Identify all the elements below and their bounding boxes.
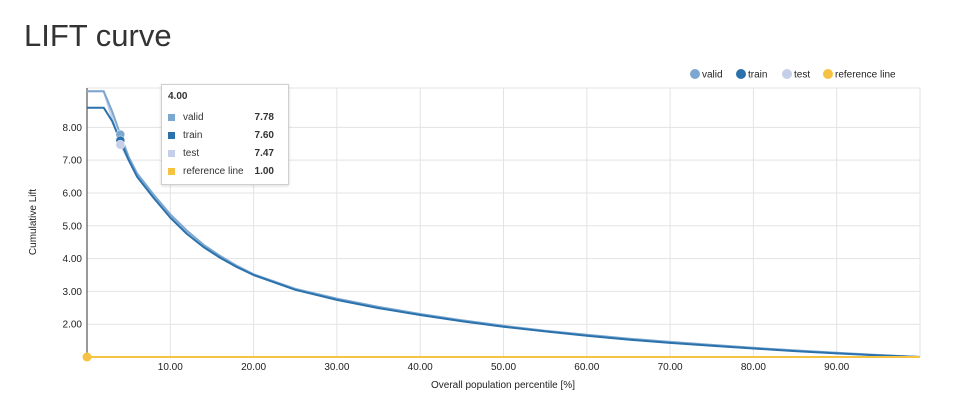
y-tick-label: 5.00 bbox=[63, 221, 83, 232]
legend-item-valid[interactable]: valid bbox=[690, 69, 723, 81]
tooltip-series-value: 7.60 bbox=[254, 129, 274, 141]
x-tick-label: 30.00 bbox=[324, 362, 349, 373]
y-axis-label: Cumulative Lift bbox=[28, 189, 39, 255]
legend[interactable]: valid train test reference line bbox=[690, 69, 896, 81]
legend-swatch bbox=[736, 69, 746, 79]
series-line-train bbox=[87, 106, 921, 358]
y-tick-label: 6.00 bbox=[63, 188, 83, 199]
legend-label: reference line bbox=[835, 70, 896, 81]
x-tick-label: 20.00 bbox=[241, 362, 266, 373]
y-tick-label: 7.00 bbox=[63, 156, 83, 167]
tooltip-series-name: valid bbox=[183, 111, 204, 123]
tooltip-swatch bbox=[168, 131, 175, 139]
legend-label: valid bbox=[702, 70, 723, 81]
tooltip: 4.00 valid 7.78 train 7.60 test 7.47 reference… bbox=[161, 84, 289, 185]
tooltip-series-value: 7.47 bbox=[254, 147, 274, 159]
tooltip-swatch bbox=[168, 167, 175, 175]
tooltip-series-name: train bbox=[183, 129, 203, 141]
tooltip-row: test 7.47 bbox=[162, 144, 288, 162]
x-tick-label: 60.00 bbox=[574, 362, 599, 373]
legend-swatch bbox=[690, 69, 700, 79]
page-title: LIFT curve bbox=[24, 18, 172, 53]
tooltip-series-name: test bbox=[183, 147, 200, 159]
x-axis-label: Overall population percentile [%] bbox=[431, 380, 575, 391]
axes: 10.00 20.00 30.00 40.00 50.00 60.00 70.00 80.00… bbox=[63, 88, 920, 373]
tooltip-row: reference line 1.00 bbox=[162, 162, 288, 180]
hover-point-test bbox=[115, 140, 126, 150]
legend-item-reference-line[interactable]: reference line bbox=[823, 69, 896, 81]
x-tick-label: 90.00 bbox=[824, 362, 849, 373]
tooltip-series-value: 7.78 bbox=[254, 111, 274, 123]
series-lines bbox=[87, 90, 921, 358]
tooltip-series-value: 1.00 bbox=[254, 165, 274, 177]
reference-marker bbox=[82, 352, 92, 362]
legend-label: train bbox=[748, 70, 767, 81]
tooltip-series-name: reference line bbox=[183, 165, 244, 177]
legend-swatch bbox=[782, 69, 792, 79]
tooltip-row: valid 7.78 bbox=[162, 108, 288, 126]
y-tick-label: 3.00 bbox=[63, 287, 83, 298]
y-tick-label: 8.00 bbox=[63, 123, 83, 134]
x-tick-label: 10.00 bbox=[158, 362, 183, 373]
hover-markers bbox=[82, 129, 126, 362]
y-tick-label: 2.00 bbox=[63, 320, 83, 331]
legend-swatch bbox=[823, 69, 833, 79]
y-tick-label: 4.00 bbox=[63, 254, 83, 265]
tooltip-swatch bbox=[168, 113, 175, 121]
x-tick-label: 50.00 bbox=[491, 362, 516, 373]
tooltip-rows: valid 7.78 train 7.60 test 7.47 reference line… bbox=[162, 108, 288, 180]
tooltip-row: train 7.60 bbox=[162, 126, 288, 144]
tooltip-swatch bbox=[168, 149, 175, 157]
legend-item-test[interactable]: test bbox=[782, 69, 810, 81]
x-tick-label: 70.00 bbox=[658, 362, 683, 373]
legend-item-train[interactable]: train bbox=[736, 69, 767, 81]
legend-label: test bbox=[794, 70, 810, 81]
tooltip-header: 4.00 bbox=[168, 91, 188, 102]
x-tick-label: 80.00 bbox=[741, 362, 766, 373]
x-tick-label: 40.00 bbox=[408, 362, 433, 373]
